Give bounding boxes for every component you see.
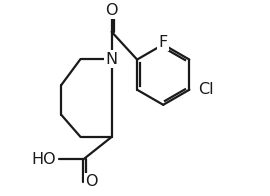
Text: N: N <box>106 52 118 67</box>
Text: O: O <box>85 174 97 189</box>
Text: Cl: Cl <box>198 82 214 97</box>
Text: HO: HO <box>32 152 56 167</box>
Text: F: F <box>158 35 168 50</box>
Text: O: O <box>105 3 118 18</box>
